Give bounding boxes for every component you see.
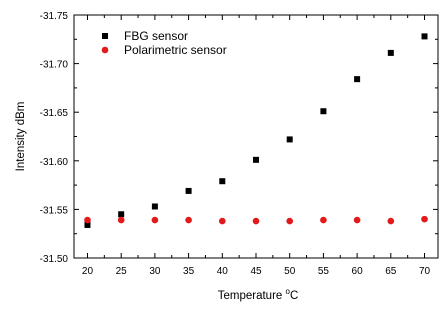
degree-superscript: o: [286, 287, 291, 296]
data-point-fbg: [354, 76, 361, 83]
x-tick-label: 30: [149, 266, 161, 277]
data-point-polarimetric: [286, 217, 294, 225]
series-polarimetric: [84, 215, 428, 225]
x-tick-label: 45: [250, 266, 262, 277]
data-point-polarimetric: [320, 216, 327, 224]
data-point-fbg: [219, 178, 226, 185]
x-axis-title-text: Temperature: [218, 290, 283, 302]
x-tick-label: 60: [352, 266, 364, 277]
x-tick-labels: 20 25 30 35 40 45 50 55 60 65 70: [82, 266, 431, 277]
legend: FBG sensor Polarimetric sensor: [101, 29, 227, 57]
data-point-polarimetric: [252, 217, 260, 225]
x-tick-label: 20: [82, 266, 94, 277]
x-tick-label: 55: [318, 266, 330, 277]
series-layer: [84, 33, 428, 228]
legend-label-polarimetric: Polarimetric sensor: [124, 43, 227, 57]
y-tick-label: -31.70: [40, 60, 69, 71]
y-tick-label: -31.75: [40, 11, 69, 22]
data-point-fbg: [84, 221, 91, 228]
y-tick-label: -31.50: [40, 254, 69, 265]
data-point-polarimetric: [185, 216, 192, 224]
plot-area: [73, 14, 439, 259]
y-tick-label: -31.65: [40, 108, 69, 119]
x-tick-label: 35: [183, 266, 195, 277]
data-point-fbg: [253, 156, 259, 163]
data-point-polarimetric: [387, 217, 395, 225]
x-tick-label: 50: [284, 266, 296, 277]
x-tick-label: 70: [419, 266, 431, 277]
data-point-polarimetric: [84, 216, 91, 224]
y-tick-labels: -31.75 -31.70 -31.65 -31.60 -31.55 -31.50: [40, 11, 69, 265]
x-tick-label: 40: [217, 266, 229, 277]
data-point-fbg: [421, 33, 428, 40]
y-tick-label: -31.55: [40, 205, 69, 216]
data-point-fbg: [320, 108, 327, 115]
x-axis-title: Temperature oC: [218, 287, 299, 302]
legend-marker-polarimetric: [101, 46, 109, 54]
data-point-fbg: [118, 211, 125, 218]
unit-letter: C: [290, 290, 298, 302]
series-fbg: [84, 33, 428, 228]
data-point-polarimetric: [353, 216, 361, 224]
data-point-polarimetric: [117, 216, 125, 224]
data-point-fbg: [286, 136, 293, 143]
data-point-fbg: [151, 203, 158, 210]
y-axis-title: Intensity dBm: [15, 102, 27, 172]
x-axis-unit: oC: [286, 287, 299, 302]
x-tick-label: 65: [385, 266, 397, 277]
data-point-fbg: [387, 49, 394, 56]
data-point-polarimetric: [218, 217, 226, 225]
legend-label-fbg: FBG sensor: [124, 29, 188, 43]
data-point-fbg: [185, 187, 192, 194]
data-point-polarimetric: [151, 216, 159, 224]
legend-marker-fbg: [102, 33, 108, 39]
y-tick-label: -31.60: [40, 157, 69, 168]
data-point-polarimetric: [421, 215, 428, 223]
x-tick-label: 25: [116, 266, 128, 277]
